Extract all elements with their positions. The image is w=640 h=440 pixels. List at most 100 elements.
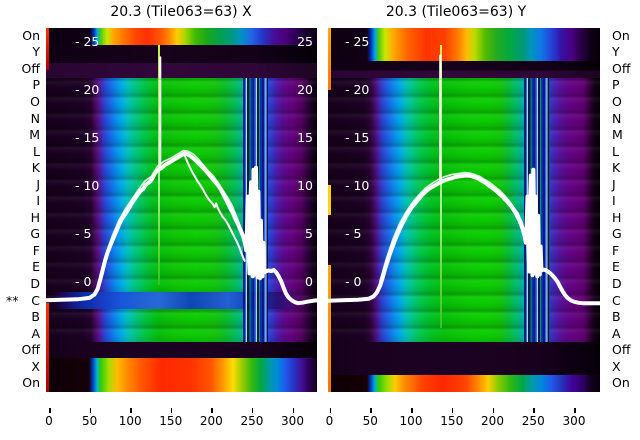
ytick-left-panely-25: - 25 (345, 34, 370, 49)
xtick-mark-y-0 (329, 408, 331, 413)
row-label-right-on-21: On (612, 375, 630, 391)
row-c-star-marker: ** (6, 292, 19, 308)
dark-rows-top-x (46, 44, 317, 78)
panel-title-y: 20.3 (Tile063=63) Y (385, 4, 527, 20)
ytick-left-panely-5: - 5 (345, 226, 362, 241)
xtick-mark-y-100 (411, 408, 413, 413)
row-label-left-k-8: K (31, 160, 40, 176)
xtick-label-x-100: 100 (118, 414, 142, 428)
xtick-mark-y-150 (451, 408, 454, 413)
xtick-label-x-200: 200 (199, 414, 223, 428)
row-label-left-l-7: L (33, 143, 40, 159)
xtick-mark-x-0 (49, 408, 51, 413)
row-label-right-h-11: H (612, 209, 622, 225)
hot-row-on-top-x (46, 28, 317, 45)
edge-line-red-top (46, 28, 49, 70)
xtick-mark-y-50 (370, 408, 372, 413)
row-label-left-off-19: Off (21, 342, 40, 358)
ytick-right-panelx-15: 15 (297, 130, 313, 145)
row-label-right-on-0: On (612, 27, 630, 43)
hot-column-x (158, 45, 160, 285)
row-label-right-n-5: N (612, 110, 622, 126)
row-label-right-k-8: K (612, 160, 621, 176)
row-label-right-o-4: O (612, 93, 622, 109)
dark-row-off-top-y (328, 61, 600, 78)
ytick-left-panelx-5: - 5 (75, 226, 92, 241)
xtick-label-x-150: 150 (159, 414, 183, 428)
xtick-label-y-150: 150 (440, 414, 464, 428)
row-label-left-f-13: F (32, 242, 40, 258)
row-label-left-p-3: P (32, 77, 40, 93)
ytick-left-panelx-25: - 25 (75, 34, 100, 49)
ytick-right-panelx-5: 5 (305, 226, 313, 241)
row-label-left-i-10: I (36, 193, 40, 209)
xtick-label-y-200: 200 (481, 414, 504, 428)
ytick-right-panelx-20: 20 (297, 82, 313, 97)
row-label-right-j-9: J (612, 176, 616, 192)
hot-row-on-bottom-y (328, 375, 600, 392)
glitch-columns-x (243, 77, 268, 342)
edge-line-orange-bottom (328, 265, 331, 392)
row-label-right-p-3: P (612, 77, 620, 93)
row-label-left-y-1: Y (32, 44, 40, 60)
xtick-mark-y-300 (574, 408, 576, 413)
row-label-right-y-1: Y (612, 44, 620, 60)
ytick-left-panely-20: - 20 (345, 82, 370, 97)
row-label-right-c-16: C (612, 292, 621, 308)
ytick-left-panely-0: - 0 (345, 274, 362, 289)
xtick-label-x-300: 300 (281, 414, 304, 428)
row-label-left-m-6: M (29, 127, 40, 143)
ytick-left-panelx-20: - 20 (75, 82, 100, 97)
row-label-left-g-12: G (30, 226, 40, 242)
row-label-right-m-6: M (612, 127, 623, 143)
hot-column-y (440, 45, 442, 328)
xtick-mark-x-100 (130, 408, 132, 413)
ytick-left-panelx-0: - 0 (75, 274, 92, 289)
xtick-mark-y-200 (492, 408, 494, 413)
ytick-right-panelx-10: 10 (297, 178, 313, 193)
row-label-left-e-14: E (32, 259, 40, 275)
row-label-right-off-19: Off (612, 342, 631, 358)
xtick-mark-y-250 (533, 408, 535, 413)
row-label-right-e-14: E (612, 259, 620, 275)
row-label-left-on-0: On (22, 27, 40, 43)
ytick-right-panelx-0: 0 (305, 274, 313, 289)
row-label-right-a-18: A (612, 325, 621, 341)
row-label-right-off-2: Off (612, 60, 631, 76)
row-label-left-on-21: On (22, 375, 40, 391)
row-label-right-f-13: F (612, 242, 620, 258)
xtick-label-y-300: 300 (562, 414, 586, 428)
row-label-left-h-11: H (30, 209, 40, 225)
ytick-left-panely-10: - 10 (345, 178, 370, 193)
row-label-left-x-20: X (31, 358, 40, 374)
ytick-left-panelx-15: - 15 (75, 130, 100, 145)
row-label-left-n-5: N (30, 110, 40, 126)
hot-rows-on-y-top-y (328, 28, 600, 61)
xtick-label-y-50: 50 (362, 414, 378, 428)
edge-line-yellow-mid (328, 185, 331, 215)
xtick-mark-x-300 (292, 408, 294, 413)
row-label-right-g-12: G (612, 226, 622, 242)
row-label-left-d-15: D (30, 275, 40, 291)
xtick-label-x-50: 50 (81, 414, 98, 428)
row-label-right-b-17: B (612, 309, 621, 325)
row-label-left-off-2: Off (21, 60, 40, 76)
row-label-right-l-7: L (612, 143, 619, 159)
xtick-label-x-0: 0 (45, 414, 53, 428)
xtick-mark-x-200 (211, 408, 213, 413)
dark-rows-bottom-y (328, 341, 600, 375)
ytick-left-panelx-10: - 10 (75, 178, 100, 193)
xtick-label-y-100: 100 (399, 414, 423, 428)
panel-title-x: 20.3 (Tile063=63) X (110, 4, 252, 20)
row-label-left-c-16: C (31, 292, 40, 308)
glitch-columns-y (524, 77, 550, 342)
edge-line-orange-top (328, 28, 331, 90)
xtick-mark-x-150 (170, 408, 173, 413)
row-label-left-b-17: B (31, 309, 40, 325)
edge-line-red-bottom (46, 303, 49, 392)
hot-rows-x-on-bottom-x (46, 358, 317, 392)
dark-row-off-bottom-x (46, 341, 317, 358)
row-label-left-o-4: O (30, 93, 40, 109)
xtick-label-y-0: 0 (325, 414, 334, 428)
row-label-right-x-20: X (612, 358, 621, 374)
